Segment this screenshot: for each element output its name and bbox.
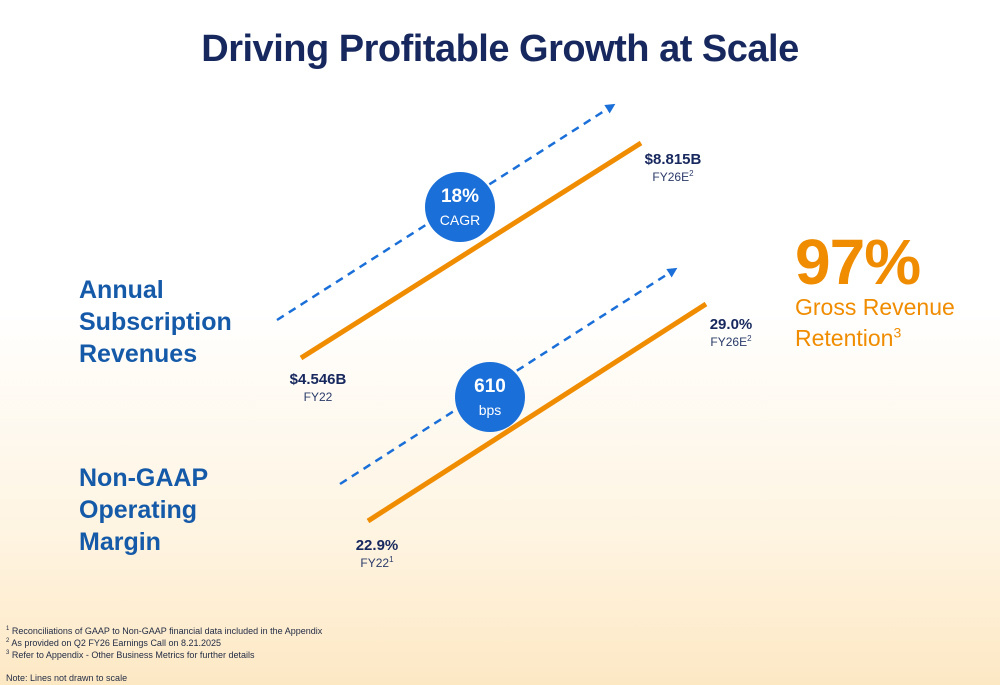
gross-revenue-retention-label: Gross Revenue Retention3 <box>795 294 955 351</box>
row-label-line: Non-GAAP <box>79 464 209 492</box>
margin-orange-line <box>366 301 708 524</box>
bps-value: 610 <box>474 375 506 397</box>
period-label: FY221 <box>360 555 394 571</box>
row-label-line: Subscription <box>79 308 232 336</box>
row-label-non-gaap-operating-margin: Non-GAAP Operating Margin <box>79 462 208 558</box>
period-label: FY26E2 <box>710 334 752 350</box>
footnote: 3 Refer to Appendix - Other Business Met… <box>6 650 255 660</box>
footnote: 2 As provided on Q2 FY26 Earnings Call o… <box>6 638 221 648</box>
period-label: FY22 <box>303 390 333 404</box>
bps-badge: 610 bps <box>455 362 525 432</box>
revenue-orange-line <box>299 140 643 361</box>
cagr-value: 18% <box>440 185 480 207</box>
page-title: Driving Profitable Growth at Scale <box>201 28 799 70</box>
value-text: 22.9% <box>355 537 399 554</box>
margin-start-value: 22.9% FY221 <box>342 537 412 571</box>
row-label-annual-subscription-revenues: Annual Subscription Revenues <box>79 274 232 370</box>
row-label-line: Margin <box>79 528 161 556</box>
margin-end-value: 29.0% FY26E2 <box>696 316 766 350</box>
footnote: 1 Reconciliations of GAAP to Non-GAAP fi… <box>6 626 323 636</box>
bps-label: bps <box>478 401 502 418</box>
period-label: FY26E2 <box>652 169 694 185</box>
row-label-line: Operating <box>79 496 198 524</box>
value-text: 29.0% <box>709 316 753 333</box>
cagr-badge: 18% CAGR <box>425 172 495 242</box>
revenue-end-value: $8.815B FY26E2 <box>633 151 713 185</box>
scale-note: Note: Lines not drawn to scale <box>6 673 128 683</box>
gross-revenue-retention-value: 97% <box>795 226 921 298</box>
value-text: $4.546B <box>289 371 347 388</box>
row-label-line: Annual <box>79 276 164 304</box>
value-text: $8.815B <box>644 151 702 168</box>
row-label-line: Revenues <box>79 340 198 368</box>
revenue-start-value: $4.546B FY22 <box>278 371 358 405</box>
cagr-label: CAGR <box>439 211 481 228</box>
